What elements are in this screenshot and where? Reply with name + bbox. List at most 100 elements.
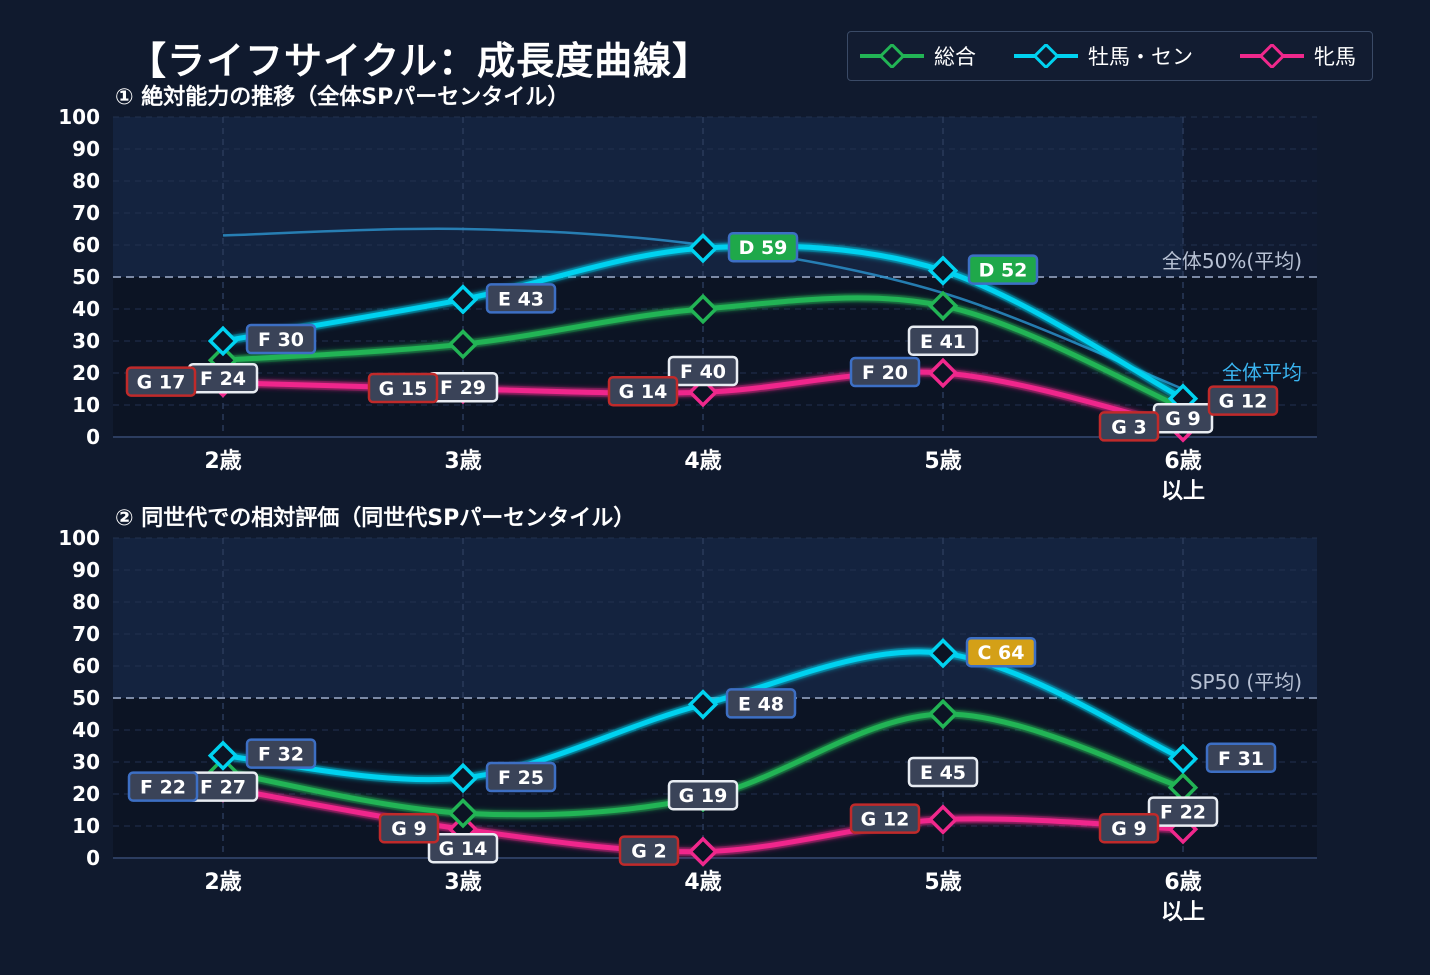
marker-male (207, 740, 239, 771)
data-label-box (849, 356, 921, 388)
y-tick-label: 70 (72, 622, 100, 646)
data-label-box (907, 756, 979, 788)
y-tick-label: 30 (72, 750, 100, 774)
data-label-text: F 20 (862, 362, 908, 384)
average-curve-label: 全体平均 (1222, 360, 1302, 384)
data-label-text: G 12 (1219, 391, 1268, 413)
data-label-text: F 27 (200, 777, 246, 799)
y-tick-label: 70 (72, 201, 100, 225)
panel1-title: ① 絶対能力の推移（全体SPパーセンタイル） (115, 85, 570, 110)
data-label-text: G 9 (1165, 408, 1200, 430)
data-label-total: G 9 (1152, 402, 1214, 434)
data-label-text: F 40 (680, 361, 726, 383)
data-label-box (965, 636, 1037, 668)
marker-male (687, 232, 719, 264)
upper-zone (113, 117, 1317, 277)
marker-male (447, 762, 479, 794)
y-tick-label: 10 (72, 393, 100, 417)
data-label-text: G 17 (137, 372, 186, 394)
data-label-male: C 64 (965, 636, 1037, 668)
data-label-text: D 59 (739, 237, 788, 259)
data-label-text: G 3 (1111, 416, 1146, 438)
data-label-male: F 30 (245, 323, 317, 355)
data-label-male: G 12 (1207, 385, 1279, 416)
data-label-text: G 14 (439, 838, 488, 860)
panel2-title: ② 同世代での相対評価（同世代SPパーセンタイル） (115, 506, 636, 531)
y-tick-label: 30 (72, 329, 100, 353)
data-label-female: G 17 (125, 366, 197, 397)
data-label-male: F 32 (245, 738, 317, 769)
data-label-box (1147, 796, 1219, 827)
legend: 総合 牡馬・セン 牝馬 (847, 31, 1373, 81)
data-label-text: C 64 (978, 642, 1025, 664)
legend-item-total: 総合 (860, 32, 976, 80)
data-label-text: F 22 (140, 777, 186, 799)
data-label-text: G 15 (379, 378, 428, 400)
data-label-female: F 20 (849, 356, 921, 388)
panel-2: 0 10 20 30 40 50 60 70 80 90 100 SP50 (平均) 2歳 3歳 4歳 5歳 6… (58, 526, 1317, 925)
marker-total (447, 328, 479, 360)
data-label-text: F 24 (200, 368, 246, 390)
data-label-text: F 29 (440, 377, 486, 399)
data-label-box (127, 771, 199, 802)
data-label-box (967, 254, 1039, 285)
data-label-male: F 25 (485, 761, 557, 793)
data-label-box (485, 283, 557, 314)
y-tick-label: 60 (72, 233, 100, 257)
y-tick-label: 20 (72, 361, 100, 385)
data-label-box (485, 761, 557, 793)
data-label-text: E 48 (738, 693, 784, 715)
data-label-female: G 9 (1098, 812, 1160, 844)
data-label-male: D 59 (727, 231, 799, 263)
data-label-total: F 40 (667, 355, 739, 387)
y-tick-label: 50 (72, 265, 100, 289)
data-label-box (618, 835, 680, 866)
chart-main-title: 【ライフサイクル：成長度曲線】 (128, 39, 712, 83)
y-tick-label: 10 (72, 814, 100, 838)
marker-total (927, 698, 959, 730)
data-label-box (367, 372, 439, 404)
data-label-text: G 2 (631, 841, 666, 863)
data-label-text: D 52 (979, 260, 1028, 282)
x-tick-label: 6歳 (1164, 870, 1201, 895)
marker-male (207, 325, 239, 357)
x-tick-label: 2歳 (204, 870, 241, 895)
data-label-total: F 29 (427, 371, 499, 403)
data-label-text: G 12 (861, 809, 910, 831)
x-tick-label: 2歳 (204, 449, 241, 474)
data-label-text: G 14 (619, 381, 668, 403)
data-label-text: E 45 (920, 762, 966, 784)
data-label-total: E 41 (907, 325, 979, 357)
x-tick-label: 3歳 (444, 449, 481, 474)
data-label-total: F 22 (1147, 796, 1219, 827)
data-label-text: F 25 (498, 767, 544, 789)
y-tick-label: 0 (86, 425, 100, 449)
marker-male (927, 255, 959, 286)
marker-male (927, 637, 959, 669)
data-label-total: G 19 (667, 779, 739, 811)
data-label-box (907, 325, 979, 357)
legend-label-male: 牡馬・セン (1088, 45, 1193, 69)
marker-male (1167, 743, 1199, 775)
marker-male (687, 689, 719, 720)
data-label-box (849, 803, 921, 834)
data-label-total: E 45 (907, 756, 979, 788)
data-label-text: E 41 (920, 331, 966, 353)
y-tick-label: 40 (72, 718, 100, 742)
data-label-text: F 30 (258, 329, 304, 351)
data-label-female: G 2 (618, 835, 680, 866)
marker-female (927, 357, 959, 389)
y-tick-label: 100 (58, 105, 100, 129)
data-label-box (725, 688, 797, 719)
data-label-text: F 31 (1218, 748, 1264, 770)
data-label-female: G 3 (1098, 411, 1160, 442)
data-label-female: G 12 (849, 803, 921, 834)
upper-zone (113, 538, 1317, 698)
y-tick-label: 80 (72, 169, 100, 193)
data-label-box (427, 832, 499, 864)
x-tick-label: 6歳 (1164, 449, 1201, 474)
legend-total-swatch (860, 44, 924, 68)
data-label-box (1205, 742, 1277, 774)
data-label-box (727, 231, 799, 263)
